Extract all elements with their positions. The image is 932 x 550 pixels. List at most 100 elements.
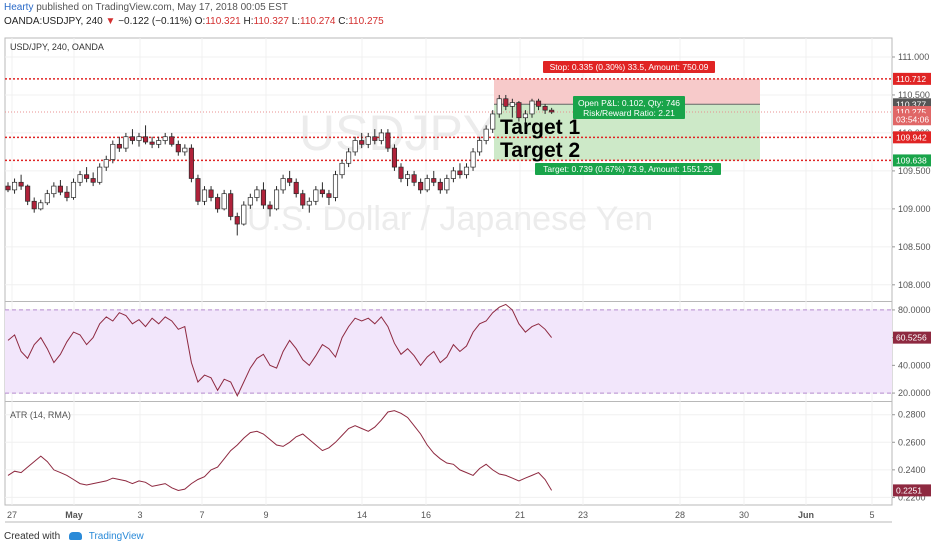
candle	[70, 178, 77, 200]
candle	[116, 136, 122, 152]
candle-body	[496, 98, 502, 115]
candle	[254, 186, 260, 202]
candle	[306, 197, 312, 213]
candle	[411, 170, 417, 187]
created-with-text: Created with	[4, 531, 61, 542]
candle-body	[77, 174, 83, 183]
candle-body	[129, 136, 136, 141]
candle-body	[352, 140, 358, 153]
price-tag: 110.712	[896, 74, 926, 84]
candle-body	[38, 202, 44, 210]
candle	[431, 170, 437, 187]
candle	[136, 132, 142, 147]
candle	[182, 144, 188, 156]
atr-pane-title: ATR (14, RMA)	[10, 410, 71, 420]
candle	[503, 94, 509, 111]
candle-body	[123, 136, 129, 149]
publish-text: published on TradingView.com, May 17, 20…	[36, 2, 288, 13]
close-label: C:	[338, 16, 349, 27]
rsi-line	[7, 303, 552, 397]
candle	[280, 174, 286, 194]
candle-body	[346, 151, 352, 164]
candle	[293, 178, 299, 198]
candle-body	[208, 189, 214, 198]
candle	[149, 136, 155, 149]
candle-body	[116, 143, 122, 149]
footer: Created with TradingView	[4, 531, 144, 542]
candle	[123, 132, 129, 152]
price-tag-box	[893, 131, 931, 144]
atr-line	[7, 410, 553, 492]
change-arrow: ▼	[105, 16, 116, 27]
candle	[385, 129, 391, 152]
candle-body	[313, 189, 319, 202]
candle-body	[365, 136, 371, 145]
candle-body	[477, 140, 483, 153]
watermark-name: U.S. Dollar / Japanese Yen	[247, 200, 653, 238]
candle-body	[143, 136, 149, 143]
candle-body	[228, 193, 234, 217]
candle	[169, 132, 175, 147]
candle	[418, 178, 424, 194]
candle-body	[274, 189, 280, 210]
publish-info: Hearty published on TradingView.com, May…	[4, 2, 288, 13]
candle-body	[470, 151, 476, 168]
candle	[365, 132, 371, 149]
candle	[332, 170, 339, 202]
candle-body	[287, 178, 293, 183]
candle-body	[51, 185, 57, 195]
candle-body	[241, 204, 247, 225]
candle	[221, 189, 227, 211]
candle	[215, 193, 221, 213]
candle-body	[385, 132, 391, 149]
candle	[260, 182, 267, 209]
target-label-box	[535, 163, 721, 175]
price-y-tick-label: 108.500	[898, 242, 931, 252]
x-tick-label: 27	[7, 510, 17, 520]
candle	[529, 98, 535, 118]
atr-y-tick-label: 0.2800	[898, 410, 926, 420]
candle-body	[64, 191, 70, 198]
stop-label: Stop: 0.335 (0.30%) 33.5, Amount: 750.09	[550, 62, 709, 72]
low-value: 110.274	[300, 16, 336, 27]
candle-body	[463, 166, 470, 176]
low-label: L:	[291, 16, 301, 27]
atr-y-tick-label: 0.2600	[898, 437, 926, 447]
candle-body	[549, 109, 555, 113]
candle	[44, 189, 50, 206]
candle-body	[450, 170, 456, 179]
candle-body	[234, 216, 240, 225]
candle	[352, 136, 358, 156]
candle	[444, 174, 450, 194]
x-tick-label: 14	[357, 510, 367, 520]
candle-body	[44, 193, 50, 204]
open-value: 110.321	[205, 16, 241, 27]
x-tick-label: Jun	[798, 510, 814, 520]
rsi-band	[5, 309, 892, 394]
candle	[84, 167, 90, 183]
candle-body	[405, 174, 411, 179]
pnl-label: Open P&L: 0.102, Qty: 746	[578, 98, 680, 108]
price-tag: 109.638	[896, 155, 927, 165]
candle-body	[84, 174, 90, 179]
candle	[450, 167, 456, 183]
candle	[5, 182, 11, 193]
candle-body	[182, 147, 188, 153]
x-tick-label: 9	[263, 510, 268, 520]
target1-text: Target 1	[500, 116, 580, 139]
candle	[319, 182, 325, 198]
candle	[437, 178, 443, 194]
high-value: 110.327	[253, 16, 289, 27]
candle-body	[70, 181, 77, 198]
candle	[18, 174, 24, 190]
candle	[12, 178, 18, 194]
candle	[51, 182, 57, 198]
candle-body	[411, 174, 417, 183]
price-y-tick-label: 109.500	[898, 166, 931, 176]
tradingview-link[interactable]: TradingView	[88, 531, 144, 542]
x-tick-label: 5	[869, 510, 874, 520]
author-link[interactable]: Hearty	[4, 2, 34, 13]
candle-body	[280, 178, 286, 191]
candle-body	[529, 100, 535, 115]
